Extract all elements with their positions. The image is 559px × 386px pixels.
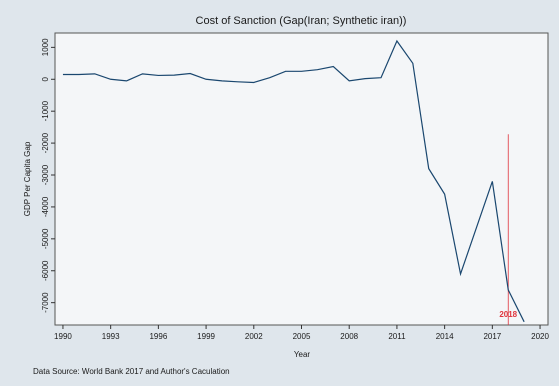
x-tick-label: 1990 [54,332,72,341]
x-tick-label: 2005 [293,332,311,341]
source-note: Data Source: World Bank 2017 and Author'… [33,367,230,376]
x-tick-label: 2020 [531,332,549,341]
annotation-label: 2018 [499,310,517,319]
y-tick-label: -7000 [41,292,50,313]
x-axis-label: Year [294,350,311,359]
plot-area [54,32,549,326]
y-tick-label: -3000 [41,164,50,185]
y-tick-label: 0 [41,76,50,81]
y-tick-label: -2000 [41,132,50,153]
chart-title: Cost of Sanction (Gap(Iran; Synthetic ir… [196,15,407,27]
y-tick-label: -5000 [41,228,50,249]
x-tick-label: 1993 [102,332,120,341]
y-tick-label: -6000 [41,260,50,281]
data-line [62,39,525,323]
y-tick-label: -4000 [41,196,50,217]
y-tick-label: 1000 [41,38,50,56]
x-tick-label: 2017 [483,332,501,341]
x-tick-label: 1996 [149,332,167,341]
x-tick-label: 2002 [245,332,263,341]
x-tick-label: 2008 [340,332,358,341]
y-axis-label: GDP Per Capita Gap [23,141,32,216]
x-tick-label: 2014 [436,332,454,341]
x-tick-label: 2011 [388,332,406,341]
y-tick-label: -1000 [41,100,50,121]
x-tick-label: 1999 [197,332,215,341]
